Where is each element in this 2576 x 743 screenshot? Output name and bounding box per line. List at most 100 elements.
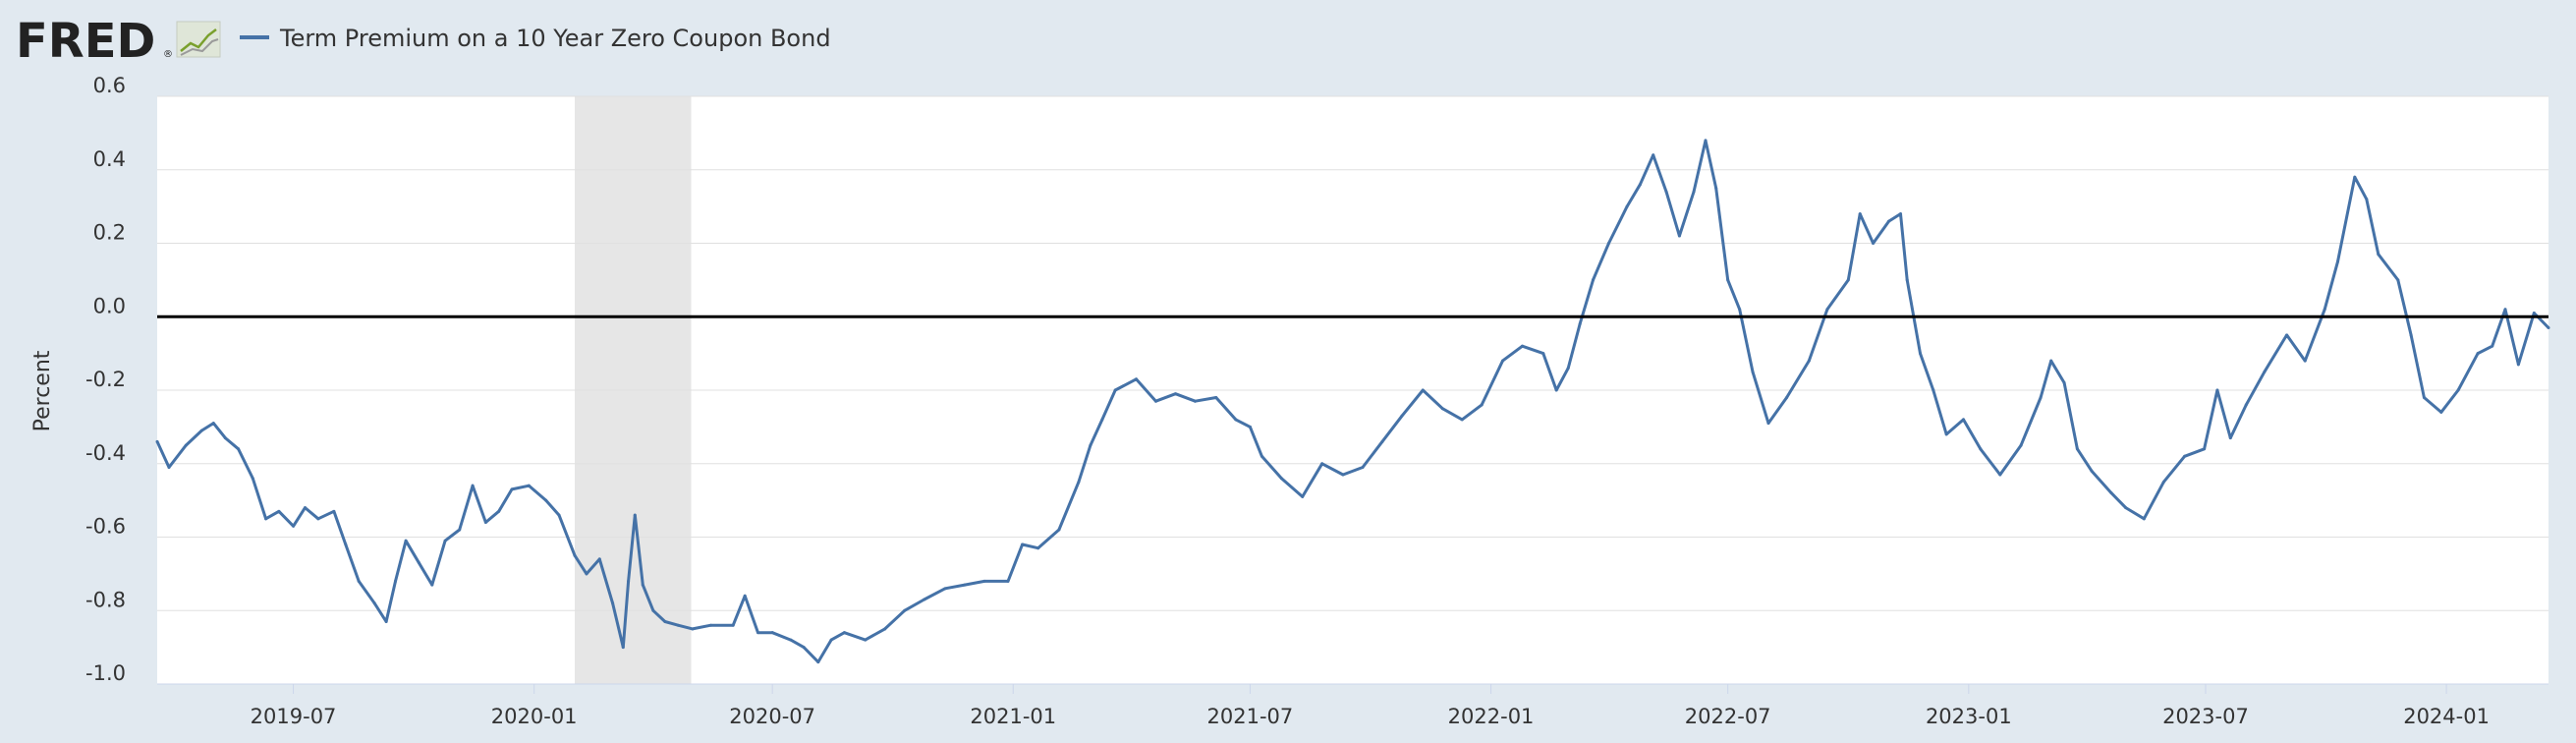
- data-point[interactable]: [510, 487, 514, 491]
- data-point[interactable]: [384, 619, 388, 623]
- data-point[interactable]: [2377, 253, 2380, 257]
- data-point[interactable]: [443, 539, 447, 543]
- data-point[interactable]: [1858, 212, 1862, 216]
- data-point[interactable]: [1899, 212, 1903, 216]
- data-point[interactable]: [2532, 312, 2536, 315]
- data-point[interactable]: [1846, 278, 1850, 282]
- data-point[interactable]: [1153, 399, 1157, 403]
- data-point[interactable]: [2516, 363, 2520, 367]
- data-point[interactable]: [829, 638, 833, 642]
- data-point[interactable]: [2422, 395, 2426, 399]
- data-point[interactable]: [1135, 377, 1139, 381]
- data-point[interactable]: [1460, 418, 1464, 422]
- data-point[interactable]: [709, 623, 713, 627]
- data-point[interactable]: [2476, 352, 2480, 356]
- data-point[interactable]: [199, 429, 203, 432]
- data-point[interactable]: [1006, 579, 1010, 583]
- data-point[interactable]: [292, 524, 296, 528]
- data-point[interactable]: [237, 447, 241, 451]
- data-point[interactable]: [2183, 454, 2187, 458]
- data-point[interactable]: [1625, 204, 1629, 208]
- data-point[interactable]: [883, 627, 887, 631]
- data-point[interactable]: [2124, 506, 2128, 510]
- data-point[interactable]: [2263, 370, 2267, 373]
- data-point[interactable]: [544, 498, 548, 502]
- data-point[interactable]: [2547, 325, 2550, 329]
- data-point[interactable]: [1944, 432, 1948, 436]
- data-point[interactable]: [2323, 308, 2326, 312]
- data-point[interactable]: [585, 572, 588, 576]
- data-point[interactable]: [344, 543, 348, 546]
- data-point[interactable]: [1714, 186, 1718, 190]
- data-point[interactable]: [1638, 183, 1642, 187]
- data-point[interactable]: [483, 521, 487, 525]
- data-point[interactable]: [1341, 473, 1345, 477]
- data-point[interactable]: [1979, 447, 1983, 451]
- data-point[interactable]: [1554, 388, 1558, 392]
- data-point[interactable]: [1248, 425, 1252, 429]
- series-line[interactable]: [155, 139, 2550, 664]
- data-point[interactable]: [2503, 308, 2507, 312]
- data-point[interactable]: [573, 553, 577, 557]
- data-point[interactable]: [743, 594, 747, 598]
- data-point[interactable]: [1541, 352, 1545, 356]
- data-point[interactable]: [1785, 395, 1789, 399]
- data-point[interactable]: [2019, 443, 2023, 447]
- data-point[interactable]: [633, 513, 637, 517]
- data-point[interactable]: [264, 517, 268, 521]
- data-point[interactable]: [691, 627, 695, 631]
- data-point[interactable]: [1440, 407, 1444, 411]
- data-point[interactable]: [1320, 462, 1324, 466]
- data-point[interactable]: [1566, 367, 1570, 371]
- data-point[interactable]: [621, 646, 625, 650]
- data-point[interactable]: [2439, 410, 2443, 414]
- data-point[interactable]: [393, 579, 397, 583]
- data-point[interactable]: [2062, 381, 2066, 385]
- data-point[interactable]: [2491, 344, 2494, 348]
- data-point[interactable]: [2049, 359, 2053, 363]
- data-point[interactable]: [304, 506, 308, 510]
- data-point[interactable]: [1919, 352, 1923, 356]
- data-point[interactable]: [1100, 418, 1104, 422]
- data-point[interactable]: [1521, 344, 1525, 348]
- data-point[interactable]: [1664, 190, 1668, 194]
- data-point[interactable]: [1591, 278, 1595, 282]
- data-point[interactable]: [2353, 175, 2357, 179]
- data-point[interactable]: [1234, 418, 1238, 422]
- data-point[interactable]: [1113, 388, 1117, 392]
- data-point[interactable]: [1421, 388, 1425, 392]
- data-point[interactable]: [903, 608, 907, 612]
- data-point[interactable]: [1961, 418, 1965, 422]
- data-point[interactable]: [2285, 333, 2289, 337]
- data-point[interactable]: [458, 528, 462, 532]
- data-point[interactable]: [1578, 322, 1582, 326]
- data-point[interactable]: [1652, 153, 1655, 157]
- data-point[interactable]: [1766, 422, 1770, 426]
- data-point[interactable]: [1738, 308, 1742, 312]
- data-point[interactable]: [663, 619, 667, 623]
- data-point[interactable]: [651, 608, 655, 612]
- data-point[interactable]: [1260, 454, 1263, 458]
- data-point[interactable]: [557, 513, 561, 517]
- data-point[interactable]: [611, 601, 615, 605]
- data-point[interactable]: [923, 598, 926, 601]
- data-point[interactable]: [223, 436, 227, 440]
- data-point[interactable]: [641, 583, 644, 587]
- data-point[interactable]: [756, 631, 759, 635]
- data-point[interactable]: [2244, 403, 2248, 407]
- data-point[interactable]: [251, 477, 254, 481]
- data-point[interactable]: [676, 623, 680, 627]
- data-point[interactable]: [1998, 473, 2002, 477]
- data-point[interactable]: [1279, 477, 1283, 481]
- data-point[interactable]: [770, 631, 774, 635]
- data-point[interactable]: [802, 646, 806, 650]
- data-point[interactable]: [417, 561, 420, 565]
- data-point[interactable]: [471, 484, 475, 487]
- data-point[interactable]: [1606, 242, 1610, 245]
- data-point[interactable]: [211, 422, 215, 426]
- data-point[interactable]: [277, 509, 281, 513]
- data-point[interactable]: [527, 484, 531, 487]
- data-point[interactable]: [1501, 359, 1505, 363]
- data-point[interactable]: [2161, 480, 2165, 484]
- data-point[interactable]: [2109, 491, 2113, 495]
